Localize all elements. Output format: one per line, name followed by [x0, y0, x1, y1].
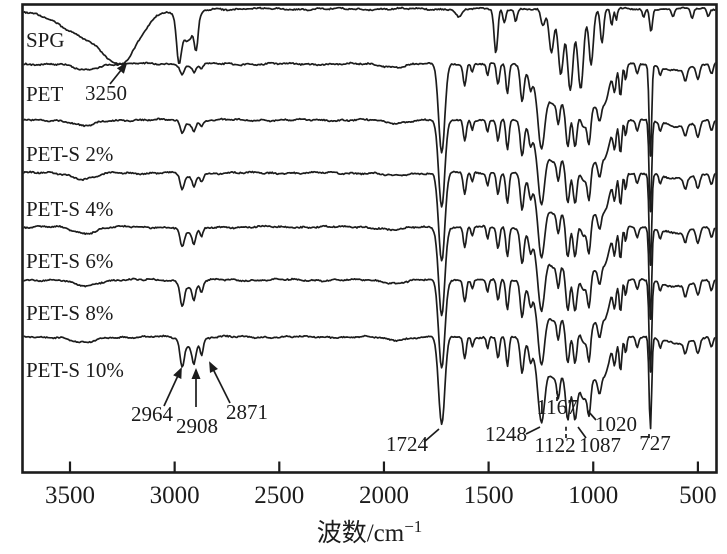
series-label: PET-S 6% [26, 249, 113, 273]
annotation-leader-line [525, 426, 541, 435]
annotation-label: 2908 [176, 414, 218, 438]
spectrum-curve-SPG [23, 6, 716, 92]
x-axis: 3500 3000 2500 2000 1500 1000 500 波数/cm−1 [45, 461, 717, 547]
series-label: PET-S 4% [26, 197, 113, 221]
x-axis-tick-label: 1500 [464, 482, 514, 509]
annotation-leader-line [587, 410, 597, 421]
spectrum-curve-PET-S-2 [23, 117, 716, 213]
x-axis-tick-label: 500 [679, 482, 717, 509]
series-labels: SPG PET PET-S 2% PET-S 4% PET-S 6% PET-S 8% PE… [26, 28, 124, 382]
annotation-label: 3250 [85, 81, 127, 105]
plot-frame [21, 3, 718, 474]
annotation-label: 2964 [131, 402, 174, 426]
peak-annotation-1724: 1724 [386, 428, 440, 456]
spectrum-curve-PET [23, 61, 716, 157]
annotation-arrow [209, 361, 231, 404]
peak-annotation-2908: 2908 [176, 368, 218, 438]
spectrum-curve-PET-S-10 [23, 334, 716, 430]
spectra-curves [23, 6, 716, 430]
peak-annotations: 3250 2964 2908 2871 1724 1248 1167 1122 10871020… [85, 62, 671, 457]
peak-annotation-2871: 2871 [209, 361, 268, 424]
annotation-label: 2871 [226, 400, 268, 424]
x-axis-tick-label: 1000 [568, 482, 618, 509]
peak-annotation-1087: 1087 [577, 426, 621, 457]
annotation-leader-line [577, 426, 587, 439]
spectrum-curve-PET-S-8 [23, 277, 716, 373]
annotation-leader-line [423, 428, 440, 443]
peak-annotation-1167: 1167 [536, 391, 578, 419]
annotation-label: 1020 [595, 412, 637, 436]
x-axis-tick-label: 3500 [45, 482, 95, 509]
annotation-label: 1122 [534, 433, 575, 457]
annotation-label: 1167 [536, 395, 577, 419]
x-axis-tick-label: 3000 [150, 482, 200, 509]
annotation-label: 1724 [386, 432, 429, 456]
peak-annotation-3250: 3250 [85, 62, 128, 105]
x-axis-tick-label: 2000 [359, 482, 409, 509]
spectrum-curve-PET-S-4 [23, 170, 716, 267]
spectrum-curve-PET-S-6 [23, 224, 716, 321]
series-label: PET [26, 82, 64, 106]
annotation-label: 727 [639, 431, 671, 455]
peak-annotation-1020: 1020 [587, 410, 637, 436]
annotation-arrow [163, 367, 182, 407]
peak-annotation-2964: 2964 [131, 367, 182, 426]
series-label: PET-S 2% [26, 142, 113, 166]
annotation-label: 1248 [485, 422, 527, 446]
series-label: PET-S 8% [26, 301, 113, 325]
peak-annotation-1248: 1248 [485, 422, 541, 446]
annotation-label: 1087 [579, 433, 621, 457]
peak-annotation-727: 727 [639, 431, 671, 455]
series-label: PET-S 10% [26, 358, 124, 382]
series-label: SPG [26, 28, 65, 52]
plot-border [21, 3, 718, 474]
annotation-arrow [109, 62, 128, 85]
x-axis-label: 波数/cm−1 [317, 517, 423, 547]
peak-annotation-1122: 1122 [534, 424, 576, 457]
x-axis-tick-label: 2500 [254, 482, 304, 509]
